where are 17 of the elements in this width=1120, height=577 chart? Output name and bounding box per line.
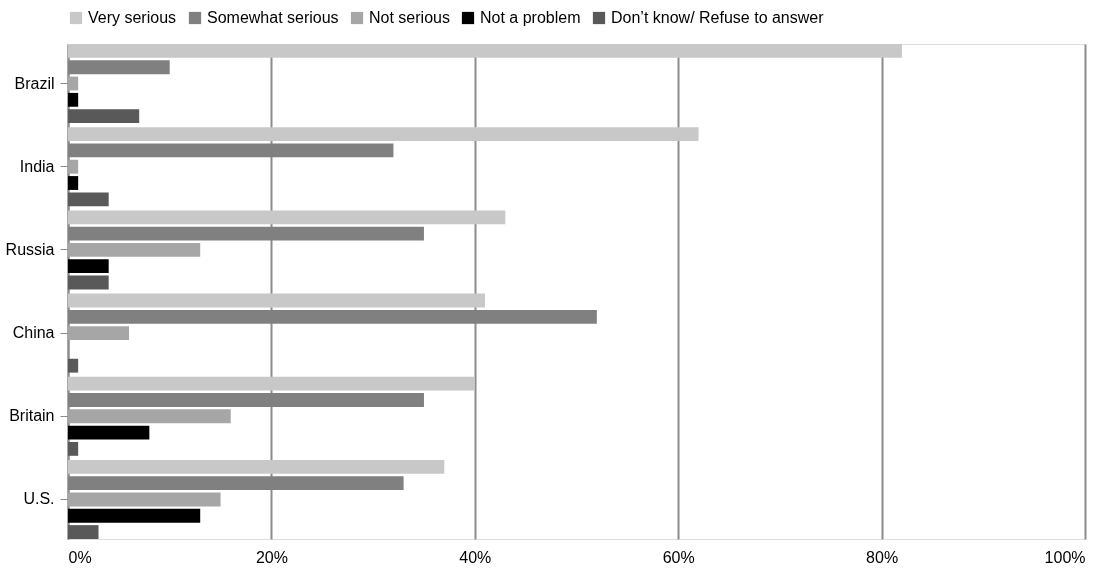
y-tick-label: U.S. <box>23 490 55 508</box>
legend-label: Don’t know/ Refuse to answer <box>611 9 825 26</box>
legend-label: Very serious <box>88 9 177 26</box>
x-tick-label: 60% <box>662 548 695 566</box>
y-tick-label: China <box>12 324 55 342</box>
x-tick-label: 20% <box>255 548 288 566</box>
legend-label: Not serious <box>369 9 450 26</box>
legend-label: Not a problem <box>480 9 581 26</box>
x-tick-label: 100% <box>1044 548 1086 566</box>
y-tick-label: Brazil <box>14 74 55 92</box>
y-tick-label: India <box>19 157 55 175</box>
x-tick-label: 80% <box>866 548 899 566</box>
y-tick-label: Russia <box>5 240 55 258</box>
legend-label: Somewhat serious <box>207 9 339 26</box>
x-tick-label: 0% <box>68 548 92 566</box>
y-tick-label: Britain <box>9 407 55 425</box>
x-tick-label: 40% <box>459 548 492 566</box>
